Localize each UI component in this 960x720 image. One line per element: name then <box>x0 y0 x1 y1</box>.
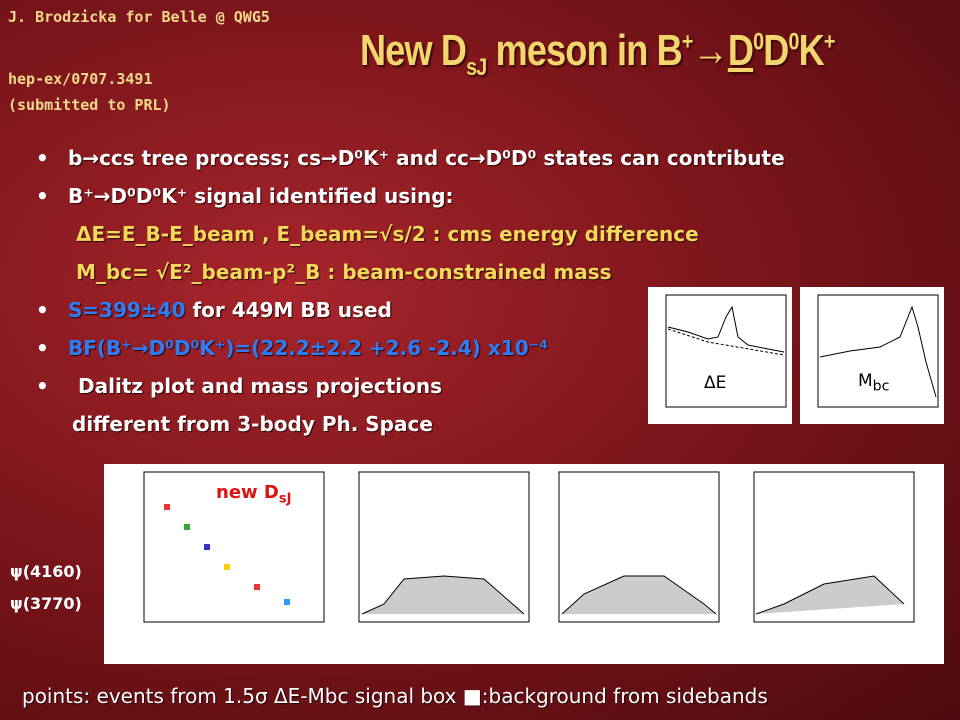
author-header: J. Brodzicka for Belle @ QWG5 <box>8 8 270 26</box>
bullet-yield: S=399±40 for 449M BB used <box>68 298 392 322</box>
new-dsj-label: new DsJ <box>216 482 292 507</box>
bullet-dot: • <box>36 374 49 398</box>
bullet-signal: B⁺→D⁰D⁰K⁺ signal identified using: <box>68 184 454 208</box>
status-line: (submitted to PRL) <box>8 96 171 114</box>
delta-e-def: ΔE=E_B-E_beam , E_beam=√s/2 : cms energy… <box>76 222 699 246</box>
bullet-process: b→ccs tree process; cs→D⁰K⁺ and cc→D⁰D⁰ … <box>68 146 785 170</box>
delta-e-chart <box>665 294 787 408</box>
bullet-dot: • <box>36 336 49 360</box>
delta-e-label: ΔE <box>704 373 727 393</box>
bullet-dot: • <box>36 298 49 322</box>
delta-e-plot: ΔE <box>648 287 792 424</box>
psi4160-label: ψ(4160) <box>10 562 82 581</box>
psi3770-label: ψ(3770) <box>10 594 82 613</box>
bullet-dot: • <box>36 184 49 208</box>
arxiv-ref: hep-ex/0707.3491 <box>8 70 153 88</box>
bullet-dot: • <box>36 146 49 170</box>
mbc-label: Mbc <box>858 371 890 395</box>
projection-charts <box>143 471 915 623</box>
footer-caption: points: events from 1.5σ ΔE-Mbc signal b… <box>22 684 768 708</box>
mbc-plot: Mbc <box>800 287 944 424</box>
dalitz-projections: new DsJ <box>104 464 944 664</box>
bullet-dalitz: Dalitz plot and mass projections <box>78 374 443 398</box>
slide-title: New DsJ meson in B+→D0D0K+ <box>360 26 835 81</box>
bullet-dalitz-cont: different from 3-body Ph. Space <box>72 412 433 436</box>
mbc-chart <box>817 294 939 408</box>
bullet-bf: BF(B⁺→D⁰D⁰K⁺)=(22.2±2.2 +2.6 -2.4) x10⁻⁴ <box>68 336 548 360</box>
mbc-def: M_bc= √E²_beam-p²_B : beam-constrained m… <box>76 260 612 284</box>
